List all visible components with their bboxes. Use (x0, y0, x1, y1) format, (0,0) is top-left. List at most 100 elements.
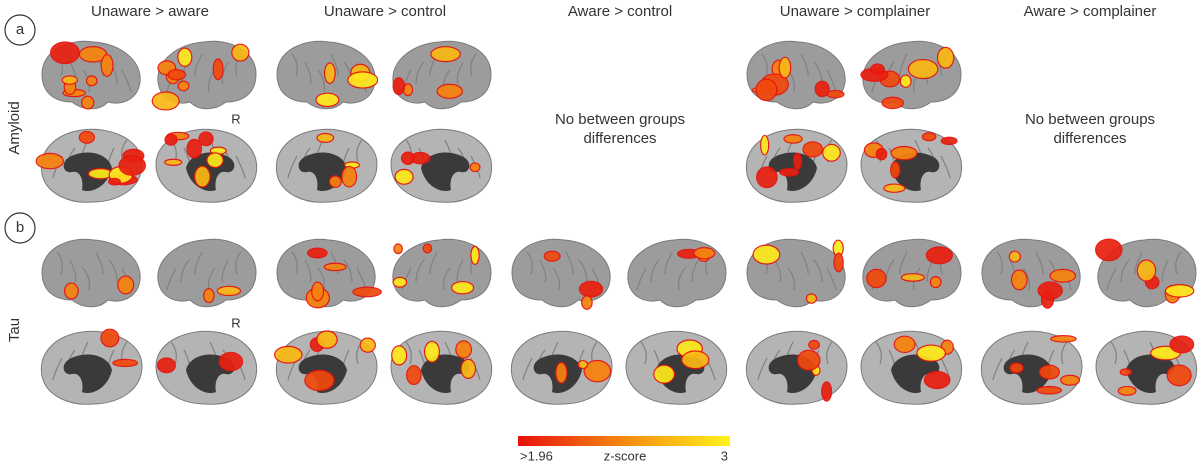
activation (323, 62, 336, 84)
sulcus (691, 259, 699, 283)
colorbar-min: >1.96 (520, 448, 553, 463)
sulcus (443, 267, 451, 291)
activation (693, 246, 716, 260)
activation (583, 359, 612, 383)
callosum (63, 152, 112, 192)
activation (81, 95, 95, 110)
activation (921, 132, 937, 142)
activation (796, 349, 821, 371)
callosum (891, 152, 940, 192)
sulcus (526, 251, 533, 275)
brain-medial (860, 128, 963, 203)
activation (469, 162, 481, 173)
activation (899, 74, 912, 88)
callosum (891, 354, 940, 394)
brain-lateral (981, 238, 1081, 309)
brain-lateral (276, 40, 379, 110)
activation (581, 295, 593, 310)
sulcus (69, 259, 77, 283)
activation (778, 56, 792, 79)
sulcus (291, 251, 298, 275)
activation (1117, 385, 1137, 396)
activation (783, 134, 803, 144)
activation (470, 245, 480, 265)
activation (893, 335, 916, 354)
activation (315, 92, 340, 108)
sulcus (108, 259, 118, 283)
activation (1009, 362, 1024, 374)
brain-medial (155, 330, 258, 405)
sulcus (996, 251, 1003, 275)
activation (391, 345, 408, 366)
brain-medial (35, 128, 146, 203)
brain-medial (390, 330, 493, 405)
no-difference-note: No between groups differences (554, 111, 686, 147)
sulcus (800, 53, 809, 77)
sulcus (539, 259, 547, 283)
activation (1038, 364, 1060, 380)
activation (212, 58, 224, 81)
column-header: Unaware > complainer (780, 3, 931, 20)
sulcus (522, 357, 533, 381)
sulcus (356, 139, 363, 163)
activation (63, 282, 79, 300)
activation (206, 152, 224, 169)
activation (792, 152, 803, 170)
activation (1036, 385, 1063, 395)
column-header: Aware > control (568, 3, 672, 20)
activation (875, 147, 888, 161)
activation (231, 43, 250, 62)
activation (866, 268, 887, 289)
hemisphere-label: R (231, 315, 240, 330)
sulcus (650, 259, 660, 283)
activation (870, 63, 885, 75)
activation (936, 46, 955, 69)
cortex (392, 40, 492, 110)
activation (85, 75, 98, 87)
sulcus (194, 251, 203, 275)
activation (392, 276, 408, 288)
activation (177, 47, 193, 67)
activation (117, 275, 135, 295)
activation (577, 359, 589, 370)
activation (923, 370, 951, 390)
sulcus (636, 267, 647, 291)
row-label: Tau (6, 318, 23, 342)
activation (164, 133, 178, 146)
sulcus (95, 251, 104, 275)
activation (112, 358, 139, 368)
panel-badge (4, 14, 36, 46)
sulcus (1106, 267, 1117, 291)
activation (316, 330, 338, 349)
sulcus (899, 53, 908, 77)
brain-medial (625, 330, 728, 405)
activation (760, 134, 770, 156)
activation (61, 75, 79, 85)
column-header: Aware > complainer (1024, 3, 1157, 20)
callosum (1126, 354, 1175, 394)
sulcus (429, 251, 438, 275)
activation (406, 365, 422, 386)
activation (430, 46, 461, 63)
brain-medial (155, 128, 258, 203)
activation (756, 166, 778, 189)
activation (833, 252, 844, 273)
activation (100, 53, 114, 77)
brain-lateral (511, 238, 611, 310)
sulcus (194, 53, 203, 77)
activation (108, 177, 121, 186)
sulcus (1134, 251, 1143, 275)
activation (808, 339, 820, 350)
activation (311, 281, 325, 302)
panel-badge (4, 212, 36, 244)
sulcus (664, 251, 673, 275)
sulcus (166, 267, 177, 291)
sulcus (235, 251, 242, 275)
brain-lateral (746, 40, 846, 110)
activation (218, 351, 244, 372)
activation (78, 130, 96, 144)
brain-medial (745, 330, 848, 405)
sulcus (774, 259, 782, 283)
sulcus (82, 267, 90, 291)
